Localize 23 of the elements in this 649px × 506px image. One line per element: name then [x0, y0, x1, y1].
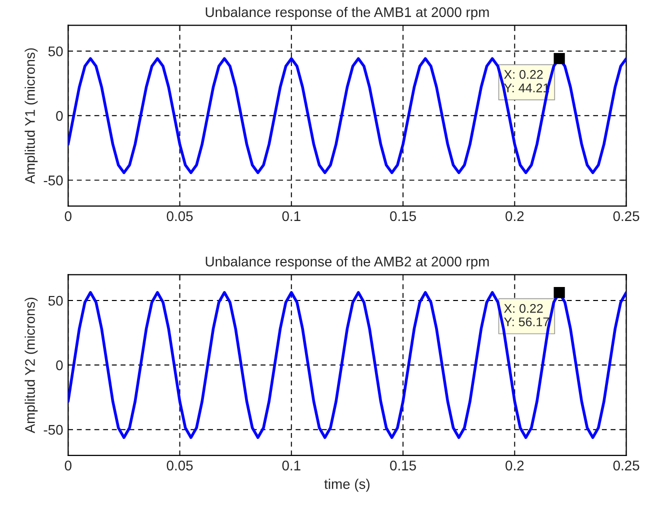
- y-axis-title: Amplitud Y2 (microns): [24, 298, 38, 434]
- chart-title: Unbalance response of the AMB1 at 2000 rpm: [206, 6, 489, 20]
- y-tick-label: 0: [56, 110, 63, 121]
- x-tick-label: 0.05: [166, 211, 193, 222]
- x-tick-label: 0.15: [390, 460, 416, 470]
- x-tick-label: 0.25: [613, 211, 640, 222]
- x-tick-label: 0.05: [166, 460, 193, 470]
- y-tick-label: 50: [48, 46, 63, 56]
- y-axis-title: Amplitud Y1 (microns): [24, 48, 38, 184]
- y-tick-label: -50: [44, 176, 63, 186]
- x-tick-label: 0.2: [506, 460, 524, 470]
- x-tick-label: 0.1: [282, 460, 300, 470]
- x-tick-label: 0.25: [613, 460, 640, 470]
- y-tick-label: -50: [44, 424, 63, 435]
- x-tick-label: 0.2: [506, 211, 524, 222]
- chart-title: Unbalance response of the AMB2 at 2000 rpm: [206, 256, 489, 270]
- x-tick-label: 0.1: [282, 211, 300, 222]
- x-tick-label: 0: [64, 211, 72, 222]
- x-tick-label: 0: [64, 460, 72, 470]
- x-tick-label: 0.15: [390, 211, 416, 222]
- x-axis-title: time (s): [324, 478, 370, 492]
- y-tick-label: 0: [56, 360, 63, 370]
- y-tick-label: 50: [48, 296, 63, 306]
